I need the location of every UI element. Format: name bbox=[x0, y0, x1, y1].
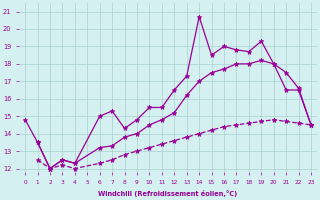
X-axis label: Windchill (Refroidissement éolien,°C): Windchill (Refroidissement éolien,°C) bbox=[99, 190, 238, 197]
